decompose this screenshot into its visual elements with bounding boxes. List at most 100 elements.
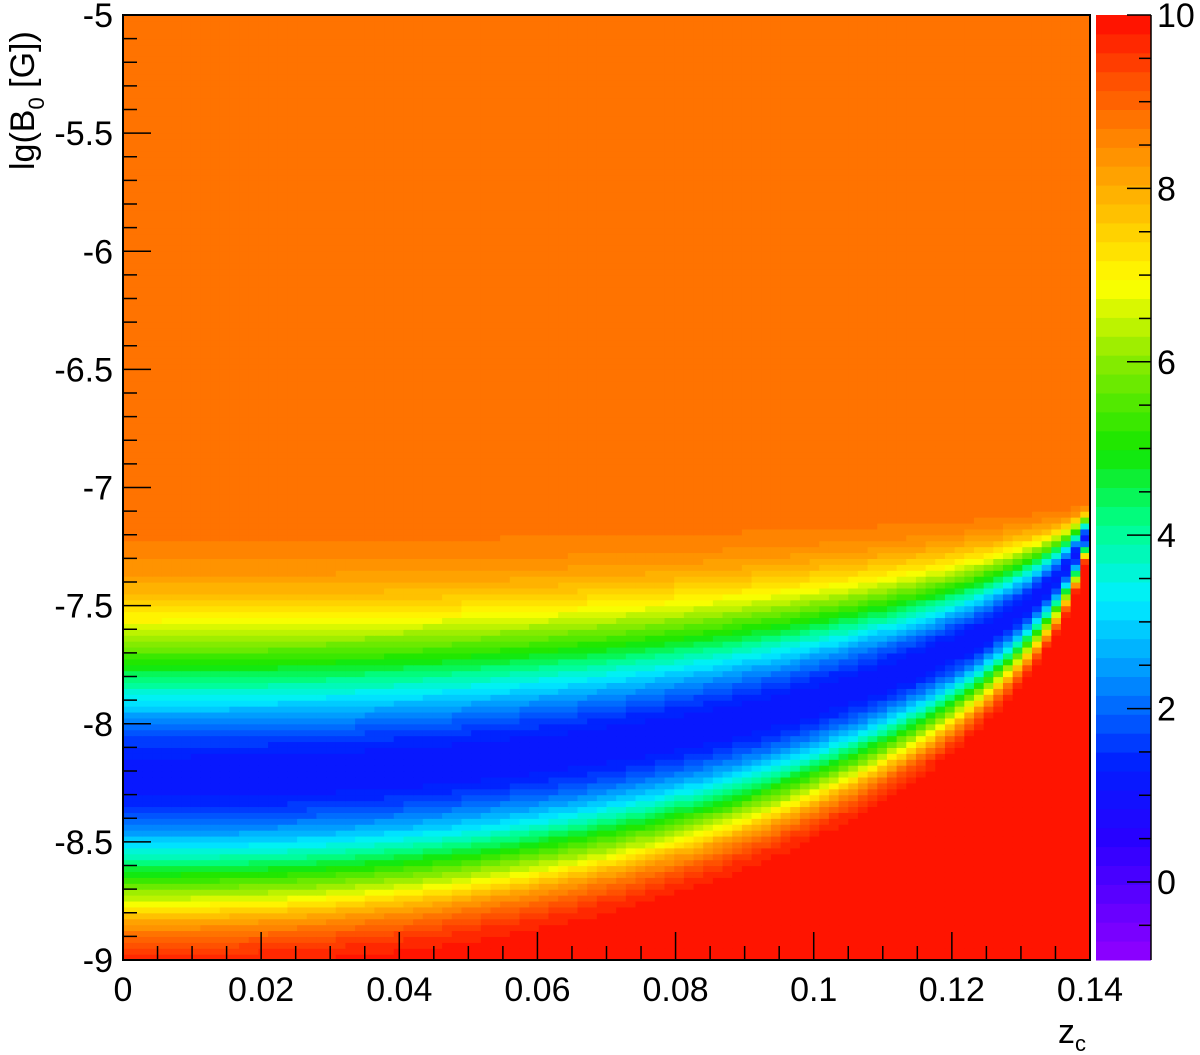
heatmap-cell xyxy=(683,771,695,778)
heatmap-cell xyxy=(606,954,617,961)
heatmap-cell xyxy=(190,776,201,784)
heatmap-cell xyxy=(413,889,424,896)
heatmap-cell xyxy=(277,771,288,778)
heatmap-cell xyxy=(471,759,482,766)
heatmap-cell xyxy=(654,853,666,861)
heatmap-cell xyxy=(442,859,453,867)
heatmap-cell xyxy=(480,900,492,908)
heatmap-cell xyxy=(654,694,666,701)
heatmap-cell xyxy=(790,889,801,896)
heatmap-cell xyxy=(132,682,143,689)
heatmap-cell xyxy=(828,912,840,920)
heatmap-cell xyxy=(616,800,627,808)
heatmap-cell xyxy=(587,676,598,684)
heatmap-cell xyxy=(819,688,830,695)
heatmap-cell xyxy=(1022,942,1033,949)
heatmap-cell xyxy=(548,954,559,961)
heatmap-cell xyxy=(442,877,453,884)
heatmap-cell xyxy=(374,918,385,926)
heatmap-cell xyxy=(809,717,820,725)
heatmap-cell xyxy=(413,723,424,731)
heatmap-cell xyxy=(374,776,385,784)
heatmap-cell xyxy=(848,954,859,961)
heatmap-cell xyxy=(722,664,733,672)
heatmap-cell xyxy=(229,711,240,719)
heatmap-cell xyxy=(693,847,704,855)
heatmap-cell xyxy=(1002,865,1014,873)
heatmap-cell xyxy=(674,717,685,725)
heatmap-cell xyxy=(374,806,385,813)
heatmap-cell xyxy=(268,776,279,784)
heatmap-cell xyxy=(480,865,492,873)
heatmap-cell xyxy=(422,688,434,695)
heatmap-cell xyxy=(287,859,298,867)
heatmap-cell xyxy=(316,771,327,778)
heatmap-cell xyxy=(219,676,230,684)
heatmap-cell xyxy=(142,711,153,719)
heatmap-cell xyxy=(596,924,608,932)
heatmap-cell xyxy=(403,806,414,813)
heatmap-cell xyxy=(461,859,472,867)
heatmap-cell xyxy=(751,664,762,672)
heatmap-cell xyxy=(683,895,695,902)
heatmap-cell xyxy=(161,670,172,678)
heatmap-cell xyxy=(809,930,820,937)
heatmap-cell xyxy=(703,877,714,884)
heatmap-cell xyxy=(306,818,317,825)
heatmap-cell xyxy=(896,847,907,855)
heatmap-cell xyxy=(500,711,511,719)
heatmap-cell xyxy=(973,682,985,689)
heatmap-cell xyxy=(190,871,201,878)
heatmap-cell xyxy=(925,747,936,754)
heatmap-cell xyxy=(490,895,501,902)
heatmap-cell xyxy=(355,942,366,949)
heatmap-cell xyxy=(693,664,704,672)
heatmap-cell xyxy=(616,877,627,884)
heatmap-cell xyxy=(915,824,927,831)
heatmap-cell xyxy=(838,688,849,695)
heatmap-cell xyxy=(171,906,182,914)
heatmap-cell xyxy=(480,806,492,813)
heatmap-cell xyxy=(152,711,163,719)
heatmap-cell xyxy=(1002,717,1014,725)
heatmap-cell xyxy=(161,883,172,890)
heatmap-cell xyxy=(674,765,685,772)
heatmap-cell xyxy=(335,906,347,914)
heatmap-cell xyxy=(432,954,443,961)
heatmap-cell xyxy=(886,694,898,701)
heatmap-cell xyxy=(490,824,501,831)
heatmap-cell xyxy=(587,936,598,943)
heatmap-cell xyxy=(799,918,811,926)
heatmap-cell xyxy=(306,682,317,689)
heatmap-cell xyxy=(1022,800,1033,808)
heatmap-cell xyxy=(297,688,308,695)
heatmap-cell xyxy=(925,682,936,689)
heatmap-cell xyxy=(442,912,453,920)
heatmap-cell xyxy=(461,895,472,902)
heatmap-cell xyxy=(277,918,288,926)
heatmap-cell xyxy=(770,694,782,701)
heatmap-cell xyxy=(848,942,859,949)
heatmap-cell xyxy=(741,765,753,772)
heatmap-cell xyxy=(451,889,463,896)
heatmap-cell xyxy=(828,782,840,790)
heatmap-cell xyxy=(432,765,443,772)
heatmap-cell xyxy=(519,859,530,867)
heatmap-cell xyxy=(635,930,646,937)
heatmap-cell xyxy=(1051,918,1062,926)
heatmap-cell xyxy=(799,853,811,861)
heatmap-cell xyxy=(132,776,143,784)
heatmap-cell xyxy=(983,900,994,908)
heatmap-cell xyxy=(964,924,975,932)
heatmap-cell xyxy=(268,741,279,748)
heatmap-cell xyxy=(799,682,811,689)
heatmap-cell xyxy=(471,670,482,678)
heatmap-cell xyxy=(500,676,511,684)
heatmap-cell xyxy=(268,670,279,678)
heatmap-cell xyxy=(906,883,917,890)
heatmap-cell xyxy=(625,782,637,790)
heatmap-cell xyxy=(538,818,550,825)
heatmap-cell xyxy=(1031,924,1043,932)
heatmap-cell xyxy=(886,741,898,748)
heatmap-cell xyxy=(751,759,762,766)
